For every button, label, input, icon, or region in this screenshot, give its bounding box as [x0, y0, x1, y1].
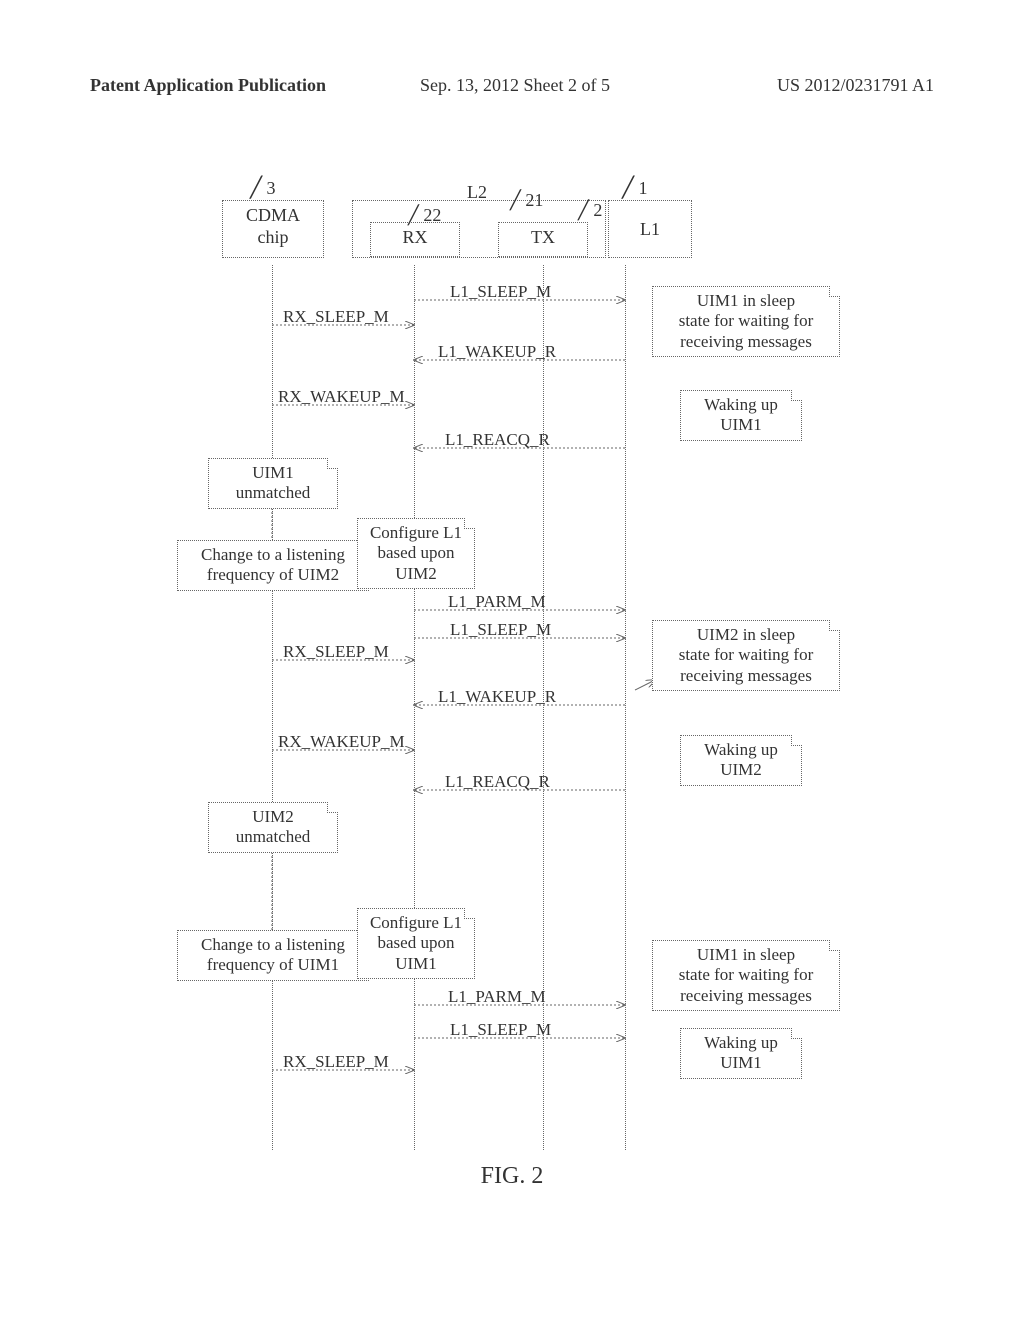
- note-line: UIM1: [395, 954, 437, 973]
- note-line: UIM2: [252, 807, 294, 826]
- message-arrows: [0, 160, 1024, 1160]
- note-line: UIM1: [720, 1053, 762, 1072]
- note-configure-l1-uim2: Configure L1 based upon UIM2: [357, 518, 475, 589]
- msg-l1-reacq-1: L1_REACQ_R: [445, 430, 550, 450]
- note-line: receiving messages: [680, 332, 812, 351]
- note-line: state for waiting for: [679, 645, 814, 664]
- note-line: UIM1: [252, 463, 294, 482]
- note-configure-l1-uim1: Configure L1 based upon UIM1: [357, 908, 475, 979]
- note-line: based upon: [378, 543, 455, 562]
- note-line: Configure L1: [370, 523, 462, 542]
- note-line: UIM2: [720, 760, 762, 779]
- note-uim2-sleep: UIM2 in sleep state for waiting for rece…: [652, 620, 840, 691]
- note-waking-uim2: Waking up UIM2: [680, 735, 802, 786]
- msg-l1-parm-1: L1_PARM_M: [448, 592, 546, 612]
- note-line: UIM2 in sleep: [697, 625, 795, 644]
- note-line: unmatched: [236, 827, 311, 846]
- note-line: Waking up: [704, 740, 778, 759]
- note-line: Change to a listening: [201, 545, 345, 564]
- msg-rx-wakeup-1: RX_WAKEUP_M: [278, 387, 405, 407]
- note-waking-uim1-2: Waking up UIM1: [680, 1028, 802, 1079]
- note-line: UIM2: [395, 564, 437, 583]
- note-uim1-sleep-1: UIM1 in sleep state for waiting for rece…: [652, 286, 840, 357]
- msg-l1-wakeup-1: L1_WAKEUP_R: [438, 342, 556, 362]
- figure-caption: FIG. 2: [0, 1163, 1024, 1190]
- msg-l1-parm-2: L1_PARM_M: [448, 987, 546, 1007]
- msg-rx-wakeup-2: RX_WAKEUP_M: [278, 732, 405, 752]
- msg-l1-reacq-2: L1_REACQ_R: [445, 772, 550, 792]
- note-line: Change to a listening: [201, 935, 345, 954]
- note-uim1-unmatched: UIM1 unmatched: [208, 458, 338, 509]
- header-right: US 2012/0231791 A1: [777, 75, 934, 96]
- note-change-freq-uim1: Change to a listening frequency of UIM1: [177, 930, 369, 981]
- note-line: UIM1 in sleep: [697, 945, 795, 964]
- note-line: unmatched: [236, 483, 311, 502]
- header-left: Patent Application Publication: [90, 75, 326, 96]
- msg-l1-sleep-3: L1_SLEEP_M: [450, 1020, 551, 1040]
- note-change-freq-uim2: Change to a listening frequency of UIM2: [177, 540, 369, 591]
- note-line: receiving messages: [680, 986, 812, 1005]
- note-waking-uim1-1: Waking up UIM1: [680, 390, 802, 441]
- msg-rx-sleep-3: RX_SLEEP_M: [283, 1052, 389, 1072]
- msg-rx-sleep-2: RX_SLEEP_M: [283, 642, 389, 662]
- msg-l1-sleep-1: L1_SLEEP_M: [450, 282, 551, 302]
- note-line: Waking up: [704, 395, 778, 414]
- msg-l1-sleep-2: L1_SLEEP_M: [450, 620, 551, 640]
- header-center: Sep. 13, 2012 Sheet 2 of 5: [420, 75, 610, 96]
- note-line: Waking up: [704, 1033, 778, 1052]
- note-line: receiving messages: [680, 666, 812, 685]
- msg-rx-sleep-1: RX_SLEEP_M: [283, 307, 389, 327]
- note-line: UIM1: [720, 415, 762, 434]
- note-line: state for waiting for: [679, 311, 814, 330]
- note-line: Configure L1: [370, 913, 462, 932]
- note-uim1-sleep-2: UIM1 in sleep state for waiting for rece…: [652, 940, 840, 1011]
- note-line: UIM1 in sleep: [697, 291, 795, 310]
- note-line: frequency of UIM2: [207, 565, 339, 584]
- note-line: based upon: [378, 933, 455, 952]
- msg-l1-wakeup-2: L1_WAKEUP_R: [438, 687, 556, 707]
- note-line: frequency of UIM1: [207, 955, 339, 974]
- note-uim2-unmatched: UIM2 unmatched: [208, 802, 338, 853]
- sequence-diagram: L2 CDMA chip RX TX L1 ╱ 3 ╱ 22 ╱ 21 ╱ 2 …: [0, 160, 1024, 1160]
- note-line: state for waiting for: [679, 965, 814, 984]
